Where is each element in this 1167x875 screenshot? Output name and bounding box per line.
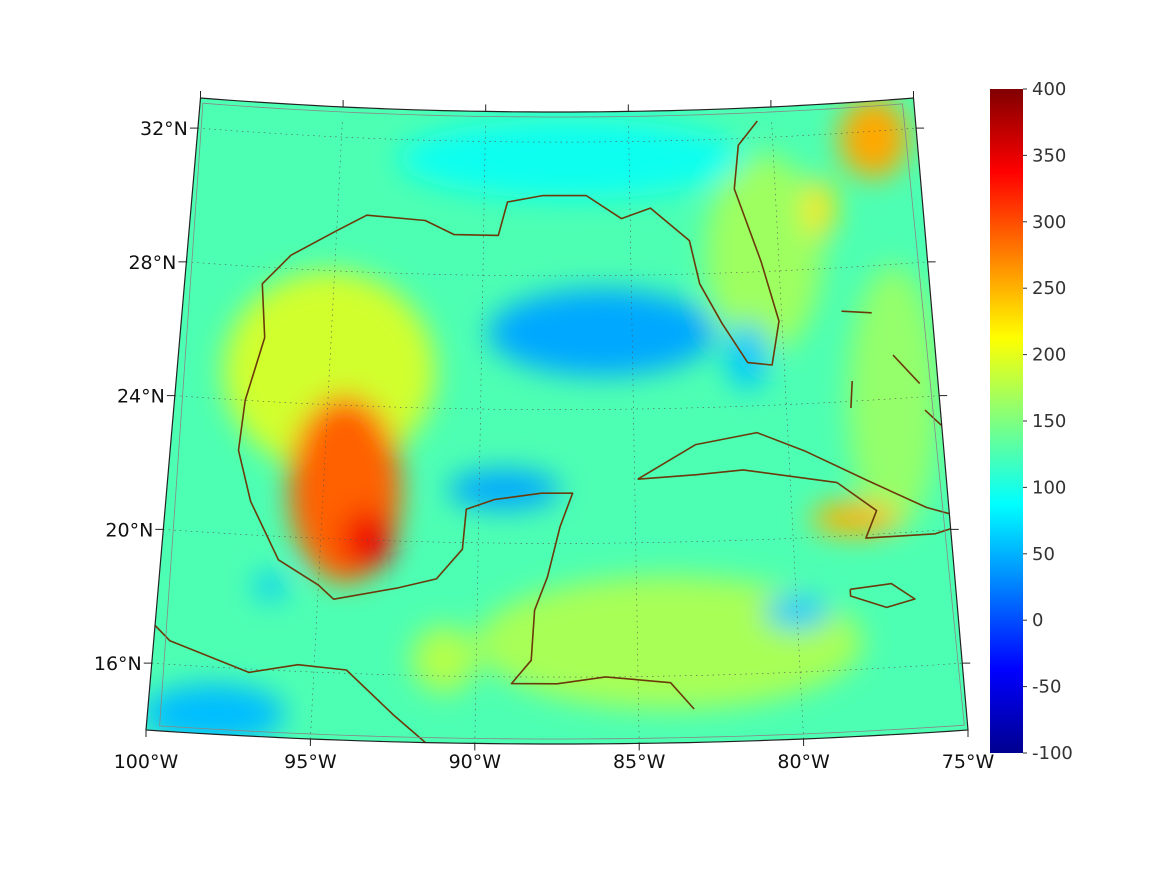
latitude-label: 24°N [117,386,165,408]
latitude-label: 16°N [94,653,142,675]
latitude-label: 32°N [140,118,188,140]
colorbar-tick-label: -50 [1032,677,1061,698]
colorbar-tick-label: 100 [1032,477,1066,498]
colorbar-tick-label: 150 [1032,411,1066,432]
field-hotspot [254,572,287,600]
coastline [850,381,853,409]
map-frame-inner [159,102,965,740]
coastline [148,618,427,744]
colorbar: 400 350 300 250 200 150 100 50 0 -50 -100 [990,79,1073,764]
field-hotspot [726,322,769,390]
field-hotspot [146,683,286,744]
field-hotspot [411,625,477,693]
field-hotspot [448,469,561,510]
data-field [146,98,968,744]
colorbar-tick-label: 50 [1032,544,1055,565]
longitude-label: 80°W [777,751,830,773]
field-hotspot [838,98,909,179]
coastline [849,582,916,609]
field-hotspot [805,178,835,239]
colorbar-gradient [990,89,1023,753]
longitude-label: 95°W [284,751,337,773]
longitude-gridline [474,124,486,744]
field-hotspot [297,411,354,479]
longitude-label: 90°W [449,751,502,773]
colorbar-tick-label: 400 [1032,79,1066,100]
field-hotspot [398,118,745,199]
coastline [841,310,872,314]
longitude-gridline [628,124,640,744]
coastline [237,337,695,710]
field-hotspot [342,510,394,571]
colorbar-tick-label: 0 [1032,610,1043,631]
latitude-label: 28°N [128,252,176,274]
colorbar-tick-label: -100 [1032,743,1073,764]
colorbar-tick-label: 300 [1032,212,1066,233]
longitude-label: 85°W [613,751,666,773]
field-hotspot [811,501,900,536]
coastline [261,120,780,366]
field-hotspot [704,154,823,356]
colorbar-tick-label: 350 [1032,145,1066,166]
field-hotspot [487,289,717,376]
longitude-label: 100°W [114,751,179,773]
latitude-gridline [174,395,940,410]
field-hotspot [847,265,940,533]
latitude-label: 20°N [105,519,153,541]
colorbar-tick-label: 200 [1032,345,1066,366]
colorbar-tick-label: 250 [1032,278,1066,299]
longitude-label: 75°W [942,751,995,773]
coastline [892,354,921,385]
